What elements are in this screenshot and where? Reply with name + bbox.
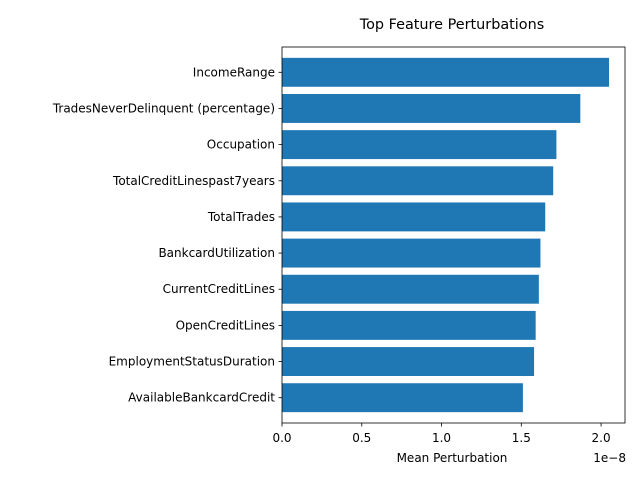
- y-tick-label: Occupation: [207, 138, 275, 152]
- x-tick-label: 2.0: [592, 431, 611, 445]
- x-tick-label: 1.0: [432, 431, 451, 445]
- y-tick-label: EmploymentStatusDuration: [109, 355, 275, 369]
- x-axis-scale-offset: 1e−8: [593, 451, 626, 465]
- bar: [282, 238, 541, 268]
- y-tick-label: TotalCreditLinespast7years: [112, 174, 275, 188]
- bar: [282, 130, 557, 160]
- x-tick-label: 0.0: [272, 431, 291, 445]
- bar: [282, 347, 535, 376]
- bar: [282, 274, 539, 304]
- axes-frame: [281, 46, 626, 424]
- x-axis-ticks: 0.0 0.5 1.0 1.5 2.0: [272, 423, 611, 445]
- y-tick-label: AvailableBankcardCredit: [128, 391, 275, 405]
- bar: [282, 57, 610, 87]
- bar: [282, 383, 523, 413]
- chart-title: Top Feature Perturbations: [359, 17, 544, 33]
- bar: [282, 94, 581, 123]
- y-axis-ticks: IncomeRange TradesNeverDelinquent (percen…: [52, 65, 282, 405]
- x-axis-label: Mean Perturbation: [397, 451, 508, 465]
- x-tick-label: 1.5: [512, 431, 531, 445]
- y-tick-label: OpenCreditLines: [176, 318, 275, 332]
- x-tick-label: 0.5: [352, 431, 371, 445]
- y-tick-label: CurrentCreditLines: [163, 282, 275, 296]
- bar: [282, 166, 554, 196]
- bars-layer: [282, 57, 610, 413]
- bar: [282, 310, 536, 340]
- y-tick-label: BankcardUtilization: [158, 246, 275, 260]
- y-tick-label: TotalTrades: [207, 210, 275, 224]
- y-tick-label: TradesNeverDelinquent (percentage): [52, 101, 275, 115]
- axes-spines: [281, 46, 626, 424]
- bar: [282, 202, 546, 232]
- y-tick-label: IncomeRange: [193, 65, 275, 79]
